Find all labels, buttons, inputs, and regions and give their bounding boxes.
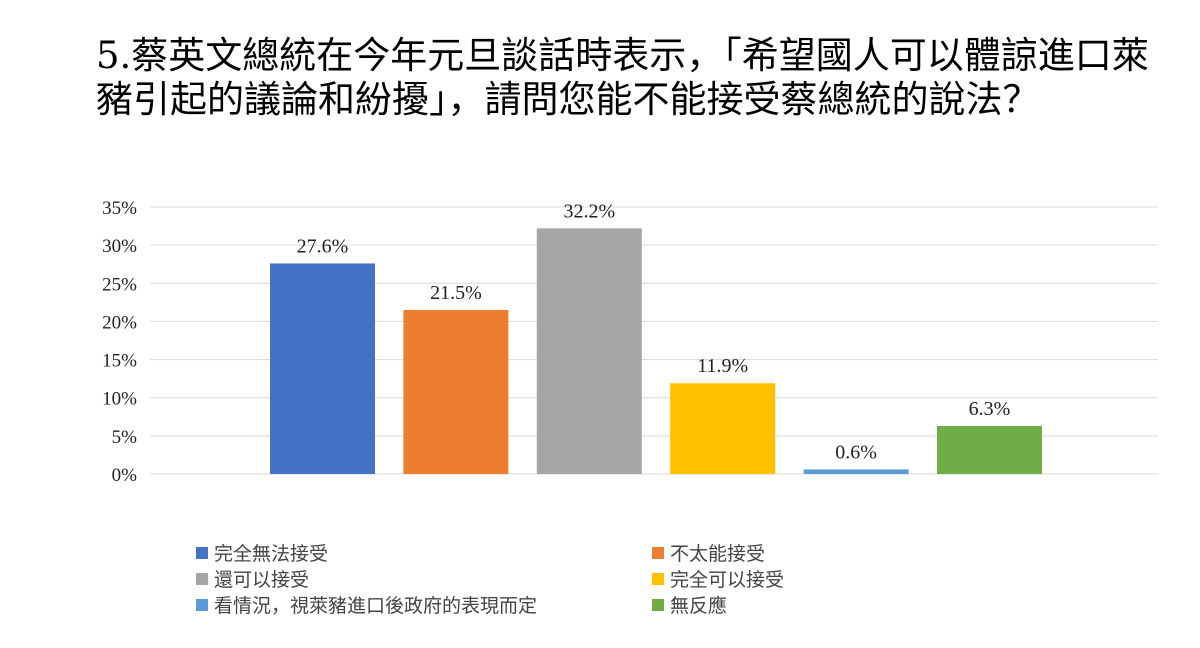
y-tick-label: 10% (102, 389, 137, 410)
data-label: 0.6% (835, 441, 877, 463)
bar (937, 425, 1042, 474)
data-label: 11.9% (697, 355, 748, 377)
data-label: 32.2% (563, 200, 615, 222)
legend-label: 看情況，視萊豬進口後政府的表現而定 (214, 595, 537, 617)
legend-swatch (652, 599, 664, 611)
y-tick-label: 15% (102, 351, 137, 372)
legend-swatch (652, 573, 664, 585)
legend-swatch (652, 547, 664, 559)
y-tick-label: 5% (112, 427, 138, 448)
bar (536, 228, 642, 474)
y-tick-label: 20% (102, 312, 137, 333)
data-label: 21.5% (430, 282, 482, 304)
y-axis: 0% 5% 10% 15% 20% 25% 30% 35% (102, 198, 137, 486)
legend-swatch (196, 573, 208, 585)
bar (803, 469, 909, 474)
data-label: 27.6% (297, 235, 349, 257)
data-label: 6.3% (969, 398, 1011, 420)
y-tick-label: 0% (112, 465, 138, 486)
data-labels: 27.6% 21.5% 32.2% 11.9% 0.6% 6.3% (297, 200, 1011, 463)
bar (403, 309, 509, 474)
bar (670, 383, 776, 474)
legend-label: 完全無法接受 (214, 543, 328, 565)
y-tick-label: 25% (102, 274, 137, 295)
legend-label: 還可以接受 (214, 569, 309, 591)
y-tick-label: 35% (102, 198, 137, 219)
legend-label: 不太能接受 (670, 543, 765, 565)
y-tick-label: 30% (102, 236, 137, 257)
legend-swatch (196, 547, 208, 559)
bar (270, 263, 375, 474)
legend-swatch (196, 599, 208, 611)
legend-label: 完全可以接受 (670, 569, 784, 591)
bars (270, 228, 1042, 474)
legend-label: 無反應 (670, 594, 727, 617)
chart-title: 5.蔡英文總統在今年元旦談話時表示，「希望國人可以體諒進口萊豬引起的議論和紛擾」… (96, 34, 1149, 121)
